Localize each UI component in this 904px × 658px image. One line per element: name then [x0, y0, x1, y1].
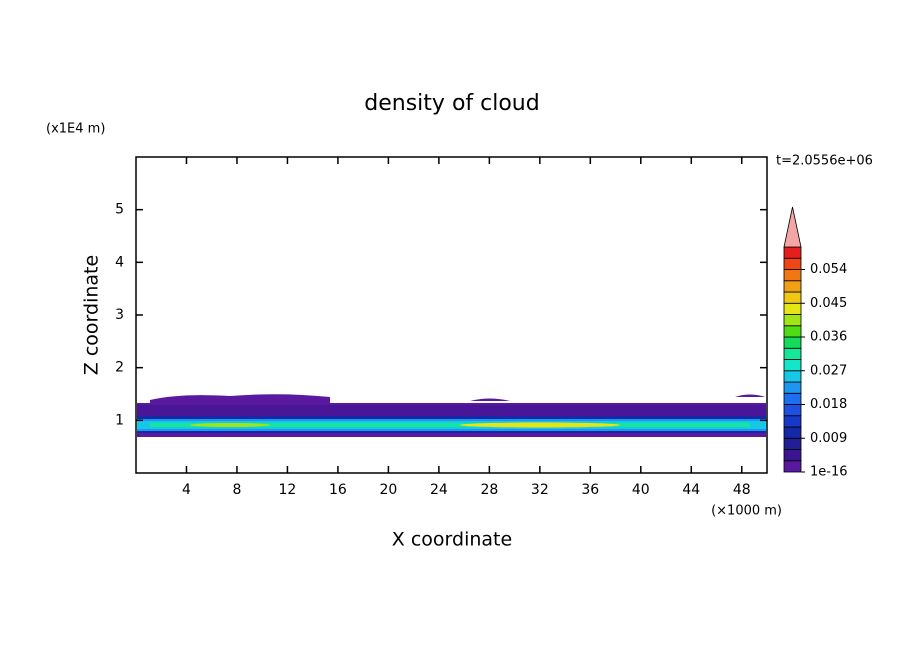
- colorbar-segment: [783, 359, 802, 372]
- colorbar-segment: [783, 347, 802, 360]
- x-tick-label: 48: [733, 482, 751, 498]
- colorbar-segment: [783, 437, 802, 450]
- time-label: t=2.0556e+06: [776, 154, 873, 169]
- colorbar-segment: [783, 381, 802, 394]
- cloud-band: [137, 405, 766, 418]
- cloud-wisp: [150, 394, 330, 404]
- x-tick-label: 24: [430, 482, 448, 498]
- cloud-wisp: [470, 398, 510, 401]
- colorbar-segment: [783, 280, 802, 293]
- chart-title: density of cloud: [364, 91, 539, 116]
- y-tick-label: 1: [115, 412, 124, 428]
- x-unit: (×1000 m): [711, 504, 782, 519]
- y-tick-label: 5: [115, 202, 124, 218]
- cloud-core: [460, 422, 620, 428]
- colorbar-segment: [783, 426, 802, 439]
- colorbar-segment: [783, 449, 802, 462]
- x-tick-label: 36: [581, 482, 599, 498]
- y-axis-label: Z coordinate: [81, 255, 103, 375]
- y-tick-label: 2: [115, 360, 124, 376]
- colorbar-tick-label: 0.027: [810, 363, 847, 378]
- colorbar-segment: [783, 370, 802, 383]
- x-tick-label: 12: [279, 482, 297, 498]
- colorbar-segment: [783, 415, 802, 428]
- x-tick-label: 20: [379, 482, 397, 498]
- colorbar-segment: [783, 392, 802, 405]
- x-tick-label: 32: [531, 482, 549, 498]
- y-unit: (x1E4 m): [46, 122, 105, 137]
- colorbar-tick-label: 0.054: [810, 262, 847, 277]
- colorbar-tick-label: 0.009: [810, 431, 847, 446]
- colorbar-extend: [783, 206, 802, 248]
- x-tick-label: 28: [480, 482, 498, 498]
- colorbar-tick-label: 0.036: [810, 330, 847, 345]
- y-tick-label: 3: [115, 307, 124, 323]
- colorbar-segment: [783, 291, 802, 304]
- colorbar-segment: [783, 257, 802, 270]
- x-tick-label: 8: [232, 482, 241, 498]
- x-tick-label: 4: [182, 482, 191, 498]
- colorbar-segment: [783, 302, 802, 315]
- colorbar-tick-label: 0.045: [810, 296, 847, 311]
- colorbar-segment: [783, 404, 802, 417]
- colorbar-segment: [783, 246, 802, 259]
- x-axis-label: X coordinate: [392, 529, 512, 551]
- colorbar-segment: [783, 325, 802, 338]
- colorbar-segment: [783, 460, 802, 473]
- x-tick-label: 40: [632, 482, 650, 498]
- x-tick-label: 16: [329, 482, 347, 498]
- cloud-wisp: [735, 394, 765, 397]
- colorbar-tick-label: 1e-16: [810, 465, 848, 480]
- y-tick-label: 4: [115, 254, 124, 270]
- x-tick-label: 44: [682, 482, 700, 498]
- colorbar-segment: [783, 336, 802, 349]
- colorbar-segment: [783, 314, 802, 327]
- contour-field: [137, 394, 766, 437]
- colorbar-tick-label: 0.018: [810, 397, 847, 412]
- cloud-band: [150, 423, 750, 427]
- cloud-core: [190, 423, 270, 427]
- colorbar-segment: [783, 269, 802, 282]
